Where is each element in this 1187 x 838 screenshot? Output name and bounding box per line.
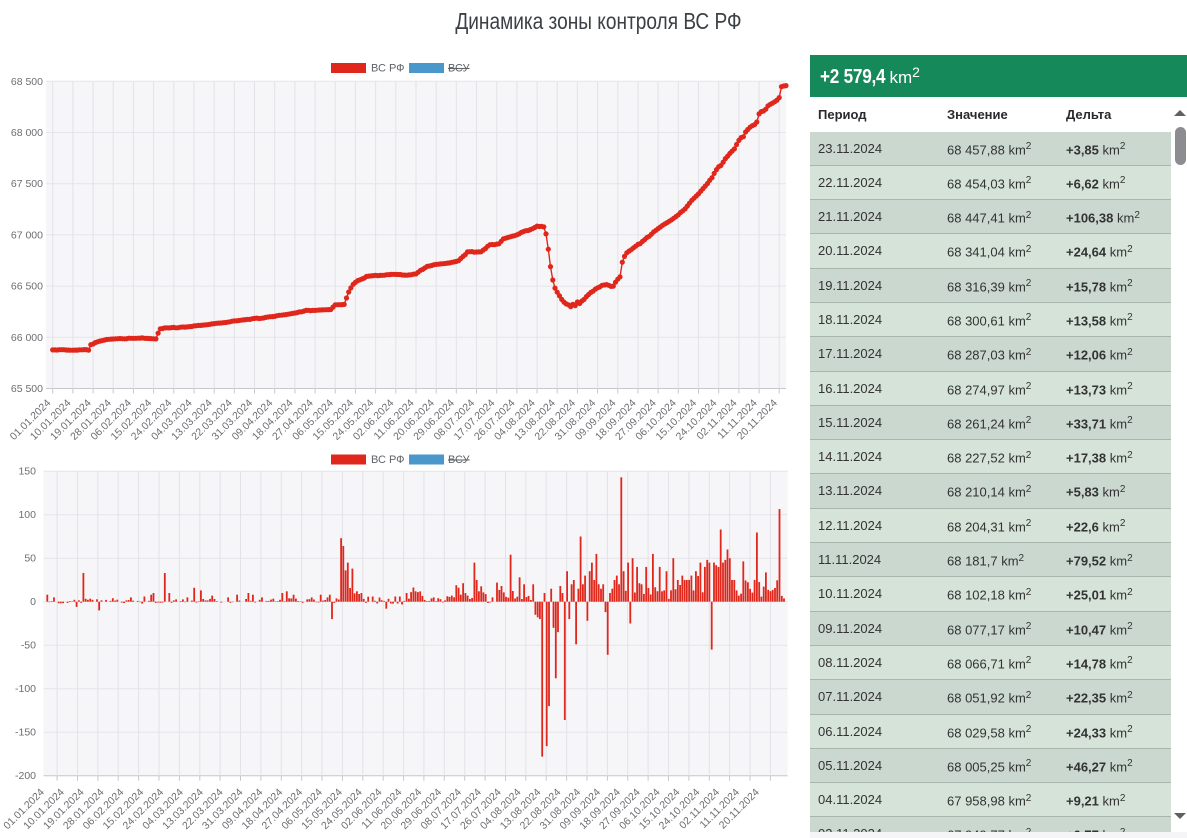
svg-text:68 000: 68 000	[11, 127, 43, 139]
svg-text:100: 100	[18, 509, 36, 521]
svg-text:-200: -200	[15, 770, 36, 782]
svg-text:-50: -50	[21, 640, 36, 652]
svg-text:50: 50	[24, 553, 36, 565]
svg-text:66 000: 66 000	[11, 332, 43, 344]
svg-text:67 500: 67 500	[11, 178, 43, 190]
svg-text:68 500: 68 500	[11, 76, 43, 88]
svg-text:ВСУ: ВСУ	[448, 63, 471, 75]
svg-text:66 500: 66 500	[11, 281, 43, 293]
svg-text:-100: -100	[15, 683, 36, 695]
svg-text:-150: -150	[15, 727, 36, 739]
svg-text:ВСУ: ВСУ	[448, 454, 471, 466]
svg-text:65 500: 65 500	[11, 383, 43, 395]
svg-text:ВС РФ: ВС РФ	[371, 63, 405, 75]
svg-text:67 000: 67 000	[11, 229, 43, 241]
svg-text:0: 0	[30, 596, 36, 608]
svg-text:150: 150	[18, 466, 36, 478]
svg-text:ВС РФ: ВС РФ	[371, 454, 405, 466]
